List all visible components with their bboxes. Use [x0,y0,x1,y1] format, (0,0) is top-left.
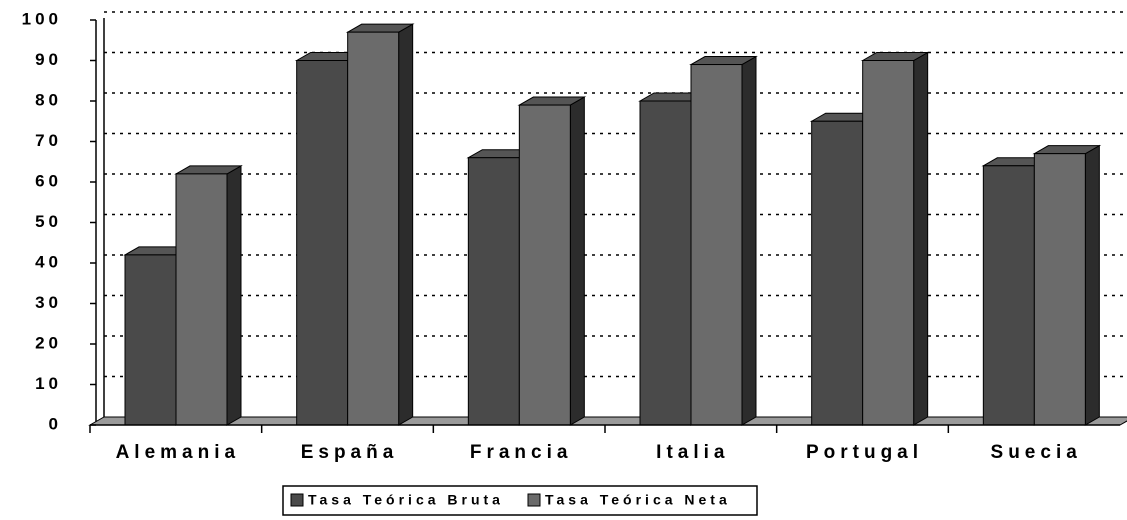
bar [347,31,400,426]
y-tick-label: 0 [49,414,62,433]
x-tick-label: Portugal [806,442,923,463]
bar [1033,153,1086,426]
bar [518,104,571,426]
floor [88,416,1127,426]
legend-swatch [290,493,304,507]
y-tick-label: 50 [35,212,62,231]
bar [690,64,743,426]
bar-side [398,23,414,426]
bar-side [569,96,585,426]
y-tick-label: 90 [35,50,62,69]
y-tick-label: 70 [35,131,62,150]
bar [811,120,864,426]
bar [124,254,177,426]
legend-swatch [527,493,541,507]
bar [175,173,228,426]
legend-label: Tasa Teórica Bruta [308,492,504,508]
x-tick-label: Suecia [991,442,1082,463]
y-tick-label: 40 [35,252,62,271]
bar-side [913,51,929,426]
x-tick-label: Francia [470,442,573,463]
bar-side [226,165,242,426]
bar-side [1084,144,1100,426]
legend-box [282,485,758,516]
y-tick-label: 30 [35,293,62,312]
y-tick-label: 80 [35,90,62,109]
x-tick-label: Alemania [116,442,240,463]
bar [639,100,692,426]
y-tick-label: 100 [22,9,62,28]
y-tick-label: 10 [35,374,62,393]
bar-side [741,55,757,426]
y-tick-label: 20 [35,333,62,352]
y-tick-label: 60 [35,171,62,190]
bar [467,157,520,426]
x-tick-label: Italia [656,442,729,463]
bar [296,60,349,426]
bar [862,60,915,426]
legend-label: Tasa Teórica Neta [545,492,731,508]
x-tick-label: España [301,442,399,463]
bar [982,165,1035,426]
